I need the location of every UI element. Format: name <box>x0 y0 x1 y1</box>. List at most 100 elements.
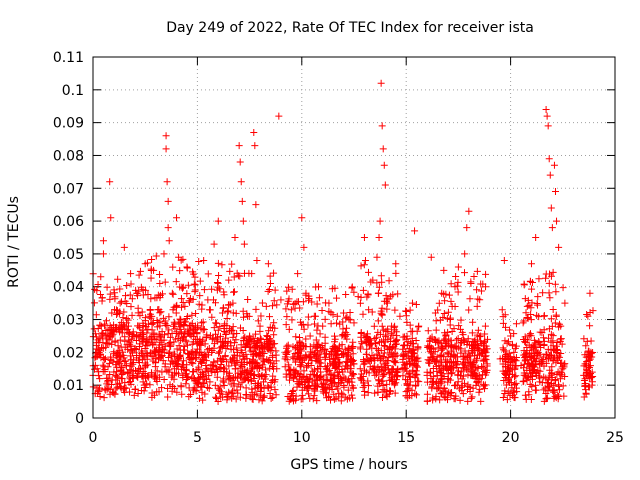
data-point-cloud <box>316 330 324 338</box>
x-tick-label: 0 <box>89 430 98 446</box>
data-point <box>429 345 437 353</box>
data-point-cloud <box>535 338 543 346</box>
data-point <box>375 234 383 241</box>
data-point-cloud <box>411 361 419 369</box>
data-point-cloud <box>536 367 544 375</box>
data-point-cloud <box>282 305 290 313</box>
data-point-cloud <box>189 360 197 368</box>
data-point <box>546 171 554 179</box>
data-point-cloud <box>348 283 356 291</box>
data-point-cloud <box>328 285 336 293</box>
data-point-cloud <box>128 335 136 343</box>
data-point-cloud <box>328 385 336 393</box>
data-point <box>553 217 561 225</box>
data-point-cloud <box>271 386 279 394</box>
data-point-cloud <box>151 346 159 354</box>
data-point-cloud <box>226 267 234 275</box>
data-point-cloud <box>410 350 418 358</box>
data-point-cloud <box>269 372 277 380</box>
data-point <box>319 322 327 330</box>
y-tick-label: 0.01 <box>53 378 84 394</box>
data-point-cloud <box>246 358 254 366</box>
data-point-cloud <box>333 319 341 327</box>
data-point-cloud <box>234 272 242 280</box>
data-point <box>273 365 281 373</box>
data-point-cloud <box>335 393 343 401</box>
data-point-cloud <box>199 336 207 344</box>
data-point-cloud <box>283 342 291 350</box>
data-point-cloud <box>114 373 122 381</box>
data-point <box>348 375 356 383</box>
data-point-cloud <box>215 271 223 279</box>
data-point-cloud <box>383 305 391 313</box>
data-point-cloud <box>293 370 301 378</box>
data-point-cloud <box>258 363 266 371</box>
data-point-cloud <box>214 326 222 334</box>
data-point <box>93 365 101 373</box>
data-point <box>127 270 135 278</box>
data-point <box>496 355 504 363</box>
data-point-cloud <box>211 381 219 389</box>
data-point-cloud <box>344 386 352 394</box>
data-point-cloud <box>427 349 435 357</box>
data-point-cloud <box>400 342 408 350</box>
data-point <box>129 371 137 379</box>
data-point-cloud <box>263 338 271 346</box>
data-point <box>116 299 124 307</box>
data-point <box>108 309 116 317</box>
data-point-cloud <box>522 356 530 364</box>
data-point-cloud <box>198 352 206 360</box>
data-point-cloud <box>179 335 187 343</box>
data-point-cloud <box>330 395 338 403</box>
data-point-cloud <box>313 383 321 391</box>
data-point-cloud <box>98 294 106 302</box>
data-point-cloud <box>236 383 244 391</box>
data-point <box>523 302 531 310</box>
data-point-cloud <box>127 380 135 388</box>
y-tick-label: 0.1 <box>62 83 84 99</box>
data-point-cloud <box>205 345 213 353</box>
data-point-cloud <box>432 395 440 403</box>
data-point-cloud <box>178 390 186 398</box>
data-point-cloud <box>316 359 324 367</box>
x-tick-label: 25 <box>606 430 624 446</box>
data-point-cloud <box>160 331 168 339</box>
data-point <box>229 299 237 307</box>
data-point-cloud <box>121 333 129 341</box>
data-point-cloud <box>480 357 488 365</box>
data-point-cloud <box>358 338 366 346</box>
data-point <box>545 155 553 163</box>
data-point-cloud <box>349 343 357 351</box>
data-point-cloud <box>402 388 410 396</box>
data-point-cloud <box>305 296 313 304</box>
data-point <box>413 355 421 363</box>
data-point-cloud <box>407 328 415 336</box>
data-point-cloud <box>528 383 536 391</box>
data-point-cloud <box>283 287 291 295</box>
data-point <box>253 256 261 264</box>
data-point-cloud <box>157 333 165 341</box>
data-point-cloud <box>258 299 266 307</box>
data-point-cloud <box>477 287 485 295</box>
data-point-cloud <box>313 300 321 308</box>
data-point <box>444 375 452 383</box>
data-point-cloud <box>385 295 393 303</box>
data-point <box>238 197 246 205</box>
data-point <box>104 378 112 386</box>
data-point-cloud <box>403 381 411 389</box>
data-point-cloud <box>411 390 419 398</box>
data-point-cloud <box>227 380 235 388</box>
data-point-cloud <box>171 325 179 333</box>
data-point-cloud <box>370 322 378 330</box>
data-point-cloud <box>326 355 334 363</box>
data-point-cloud <box>391 381 399 389</box>
data-point-cloud <box>190 386 198 394</box>
data-point <box>250 128 258 136</box>
data-point-cloud <box>312 336 320 344</box>
data-point-cloud <box>243 373 251 381</box>
data-point-cloud <box>202 365 210 373</box>
data-point-cloud <box>195 365 203 373</box>
data-point-cloud <box>374 289 382 297</box>
data-point-cloud <box>126 338 134 346</box>
data-point <box>162 132 170 140</box>
